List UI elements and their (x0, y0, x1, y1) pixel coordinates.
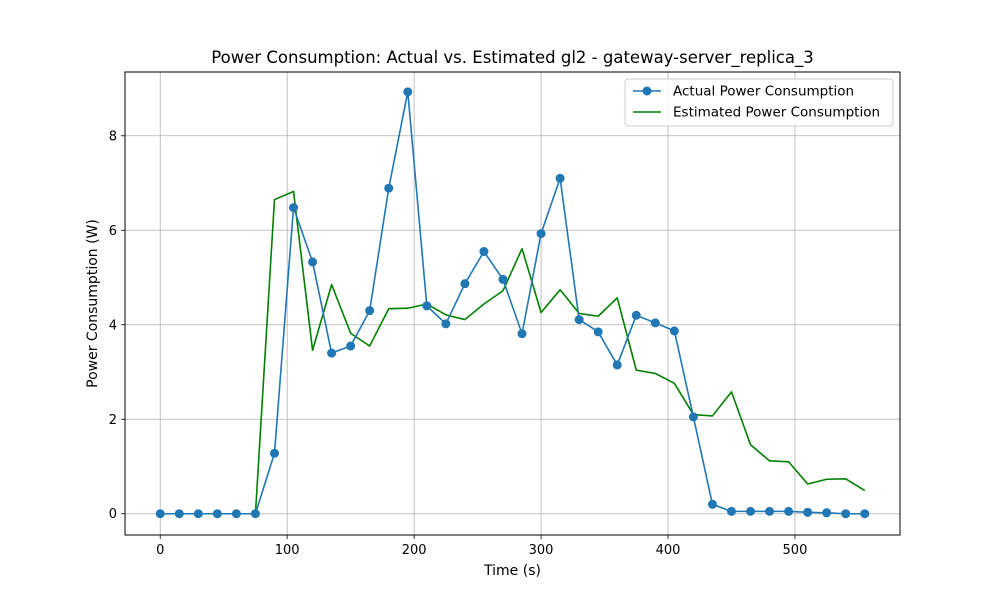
data-point (803, 507, 813, 517)
series-layer (155, 87, 870, 519)
data-point (555, 173, 565, 183)
data-point (479, 247, 489, 257)
data-point (308, 257, 318, 267)
data-point (498, 274, 508, 284)
axis-ticks: 0 100 200 300 400 500 0 2 4 6 8 (109, 129, 808, 558)
data-point (384, 183, 394, 193)
data-point (536, 229, 546, 239)
data-point (574, 315, 584, 325)
legend-marker-0 (642, 86, 652, 96)
data-point (765, 506, 775, 516)
data-point (631, 310, 641, 320)
x-tick-label: 100 (275, 543, 300, 558)
data-point (441, 319, 451, 329)
x-tick-label: 400 (656, 543, 681, 558)
x-axis-label: Time (s) (483, 563, 541, 579)
data-point (346, 341, 356, 351)
y-tick-label: 8 (109, 129, 117, 144)
data-point (155, 509, 165, 519)
x-tick-label: 300 (529, 543, 554, 558)
x-tick-label: 500 (783, 543, 808, 558)
data-point (784, 506, 794, 516)
x-tick-label: 0 (156, 543, 164, 558)
y-axis-label: Power Consumption (W) (85, 219, 101, 388)
y-tick-label: 4 (109, 318, 117, 333)
data-point (707, 499, 717, 509)
x-tick-label: 200 (402, 543, 427, 558)
y-tick-label: 6 (109, 224, 117, 239)
y-tick-label: 0 (109, 507, 117, 522)
plot-frame (124, 71, 901, 536)
data-point (269, 448, 279, 458)
y-tick-label: 2 (109, 413, 117, 428)
data-point (746, 506, 756, 516)
data-point (403, 87, 413, 97)
data-point (650, 318, 660, 328)
legend-entry-0: Actual Power Consumption (673, 84, 854, 100)
data-point (365, 306, 375, 316)
data-point (726, 506, 736, 516)
legend-entry-1: Estimated Power Consumption (673, 105, 880, 121)
data-point (517, 329, 527, 339)
data-point (193, 509, 203, 519)
data-point (250, 509, 260, 519)
data-point (841, 509, 851, 519)
data-point (669, 326, 679, 336)
data-point (212, 509, 222, 519)
legend: Actual Power Consumption Estimated Power … (624, 78, 894, 127)
data-point (289, 203, 299, 213)
data-point (327, 348, 337, 358)
data-point (612, 360, 622, 370)
data-point (460, 279, 470, 289)
data-point (422, 301, 432, 311)
chart-title: Power Consumption: Actual vs. Estimated … (211, 48, 813, 68)
data-point (688, 412, 698, 422)
legend-box (624, 78, 894, 127)
data-point (593, 327, 603, 337)
series-line-1 (160, 190, 866, 515)
data-point (174, 509, 184, 519)
data-point (860, 509, 870, 519)
data-point (231, 509, 241, 519)
data-point (822, 508, 832, 518)
